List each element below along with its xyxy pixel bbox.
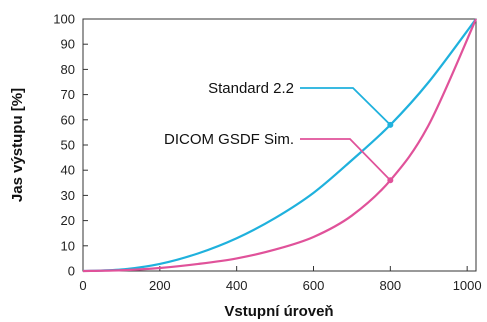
x-tick-label: 1000: [453, 278, 482, 293]
y-tick-label: 0: [68, 264, 75, 279]
series-line-dicom-gsdf-sim: [82, 18, 478, 273]
x-tick-label: 200: [149, 278, 171, 293]
y-tick-label: 60: [61, 112, 75, 127]
x-tick-label: 0: [79, 278, 86, 293]
y-tick-label: 30: [61, 188, 75, 203]
y-tick-label: 20: [61, 213, 75, 228]
series-line-standard-2-2: [82, 18, 477, 273]
y-tick-label: 40: [61, 163, 75, 178]
y-axis-title: Jas výstupu [%]: [9, 88, 26, 202]
callout-line-standard-2-2: [300, 87, 391, 126]
x-tick-label: 400: [226, 278, 248, 293]
series-marker-dicom-gsdf-sim: [387, 177, 394, 184]
series-label-dicom-gsdf-sim: DICOM GSDF Sim.: [164, 131, 294, 148]
y-tick-label: 80: [61, 62, 75, 77]
x-tick-label: 800: [379, 278, 401, 293]
y-tick-label: 50: [61, 138, 75, 153]
series-callouts: Standard 2.2 DICOM GSDF Sim.: [164, 80, 394, 184]
x-axis-title: Vstupní úroveň: [224, 303, 333, 320]
y-tick-label: 90: [61, 37, 75, 52]
x-axis-ticks: 0 200 400 600 800 1000: [79, 266, 482, 293]
series-label-standard-2-2: Standard 2.2: [208, 80, 294, 97]
series-lines: [82, 18, 478, 273]
callout-line-dicom-gsdf-sim: [300, 138, 391, 181]
x-tick-label: 600: [303, 278, 325, 293]
y-tick-label: 100: [53, 12, 75, 27]
y-tick-label: 70: [61, 87, 75, 102]
y-axis-ticks: 0 10 20 30 40 50 60 70 80 90 100: [53, 12, 88, 279]
y-tick-label: 10: [61, 238, 75, 253]
series-marker-standard-2-2: [387, 121, 394, 128]
